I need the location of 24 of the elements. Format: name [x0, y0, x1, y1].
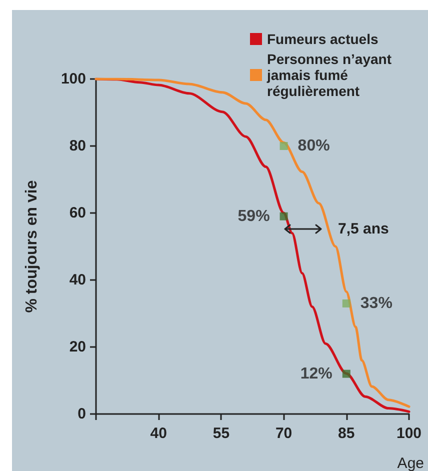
y-tick-label: 0 [78, 406, 86, 422]
x-axis-title: Age [397, 455, 424, 471]
x-tick-label: 100 [396, 425, 422, 442]
point [342, 370, 350, 378]
y-tick-label: 100 [60, 70, 86, 88]
point [342, 299, 350, 308]
y-axis-title: % toujours en vie [24, 180, 40, 313]
data-label: 12% [300, 365, 332, 382]
point [280, 212, 288, 220]
data-label: 33% [360, 294, 392, 312]
x-tick-label: 70 [275, 425, 292, 442]
x-tick-label: 40 [150, 425, 167, 442]
legend-label: Personnes n’ayant jamais fumé régulièrement [266, 51, 396, 99]
y-tick-label: 40 [69, 272, 86, 288]
data-label: 59% [238, 208, 270, 225]
data-label: 80% [298, 138, 330, 154]
y-tick-label: 60 [69, 204, 86, 222]
y-tick-label: 20 [69, 338, 86, 356]
x-tick-label: 55 [212, 425, 230, 442]
legend-label: Fumeurs actuels [267, 31, 378, 47]
y-tick-label: 80 [69, 138, 86, 154]
annotation: 7,5 ans [338, 220, 389, 238]
x-tick-label: 85 [338, 425, 355, 442]
point [280, 142, 288, 150]
